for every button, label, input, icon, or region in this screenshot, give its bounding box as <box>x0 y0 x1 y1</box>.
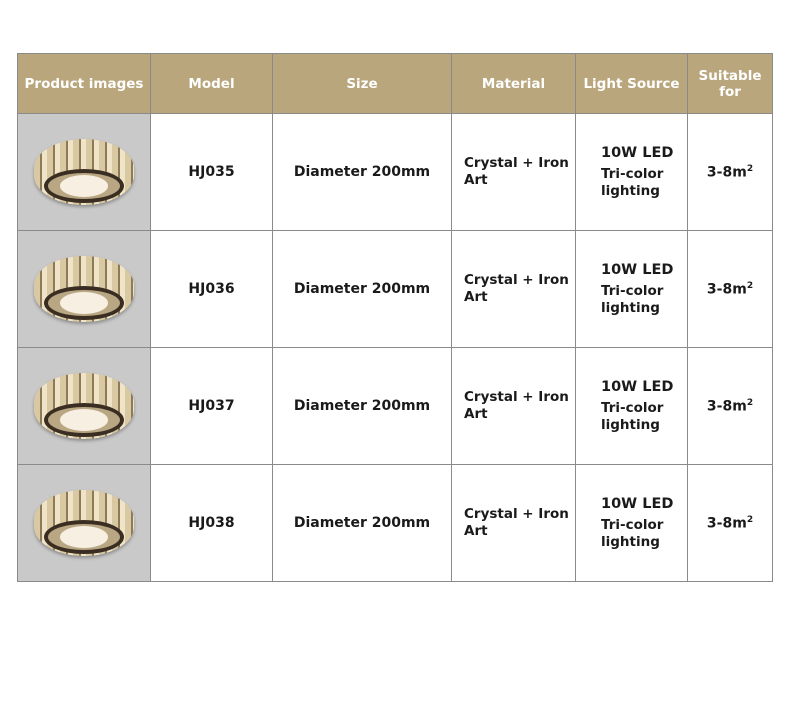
suitable-area-cell: 3-8m2 <box>687 464 773 582</box>
lighting-text: Tri-color lighting <box>601 282 664 316</box>
model-cell: HJ036 <box>150 230 273 348</box>
area-text: 3-8m <box>706 164 747 181</box>
header-suitable-for: Suitable for <box>687 53 773 114</box>
product-spec-table: Product images Model Size Material Light… <box>17 53 773 582</box>
light-source-cell: 10W LED Tri-color lighting <box>575 113 688 231</box>
header-row: Product images Model Size Material Light… <box>17 53 773 114</box>
header-product-images: Product images <box>17 53 151 114</box>
size-cell: Diameter 200mm <box>272 464 452 582</box>
ceiling-lamp-image <box>32 367 136 445</box>
product-image-cell <box>17 113 151 231</box>
suitable-area-cell: 3-8m2 <box>687 230 773 348</box>
area-superscript: 2 <box>746 280 754 291</box>
header-light-source: Light Source <box>575 53 688 114</box>
table-row: HJ035 Diameter 200mm Crystal + Iron Art … <box>17 113 773 231</box>
power-text: 10W LED <box>601 378 674 395</box>
table-row: HJ037 Diameter 200mm Crystal + Iron Art … <box>17 347 773 465</box>
header-size: Size <box>272 53 452 114</box>
suitable-area-cell: 3-8m2 <box>687 113 773 231</box>
power-text: 10W LED <box>601 144 674 161</box>
product-image-cell <box>17 347 151 465</box>
lighting-text: Tri-color lighting <box>601 516 664 550</box>
area-text: 3-8m <box>706 281 747 298</box>
area-text: 3-8m <box>706 398 747 415</box>
model-cell: HJ038 <box>150 464 273 582</box>
material-cell: Crystal + Iron Art <box>451 230 576 348</box>
area-superscript: 2 <box>746 514 754 525</box>
area-text: 3-8m <box>706 515 747 532</box>
product-image-cell <box>17 464 151 582</box>
power-text: 10W LED <box>601 261 674 278</box>
ceiling-lamp-image <box>32 133 136 211</box>
light-source-cell: 10W LED Tri-color lighting <box>575 230 688 348</box>
model-cell: HJ037 <box>150 347 273 465</box>
light-source-cell: 10W LED Tri-color lighting <box>575 347 688 465</box>
product-image-cell <box>17 230 151 348</box>
size-cell: Diameter 200mm <box>272 113 452 231</box>
size-cell: Diameter 200mm <box>272 347 452 465</box>
material-cell: Crystal + Iron Art <box>451 464 576 582</box>
header-material: Material <box>451 53 576 114</box>
light-source-cell: 10W LED Tri-color lighting <box>575 464 688 582</box>
table-row: HJ038 Diameter 200mm Crystal + Iron Art … <box>17 464 773 582</box>
area-superscript: 2 <box>746 163 754 174</box>
ceiling-lamp-image <box>32 484 136 562</box>
header-model: Model <box>150 53 273 114</box>
power-text: 10W LED <box>601 495 674 512</box>
lighting-text: Tri-color lighting <box>601 399 664 433</box>
material-cell: Crystal + Iron Art <box>451 113 576 231</box>
suitable-area-cell: 3-8m2 <box>687 347 773 465</box>
material-cell: Crystal + Iron Art <box>451 347 576 465</box>
size-cell: Diameter 200mm <box>272 230 452 348</box>
table-row: HJ036 Diameter 200mm Crystal + Iron Art … <box>17 230 773 348</box>
model-cell: HJ035 <box>150 113 273 231</box>
lighting-text: Tri-color lighting <box>601 165 664 199</box>
ceiling-lamp-image <box>32 250 136 328</box>
area-superscript: 2 <box>746 397 754 408</box>
